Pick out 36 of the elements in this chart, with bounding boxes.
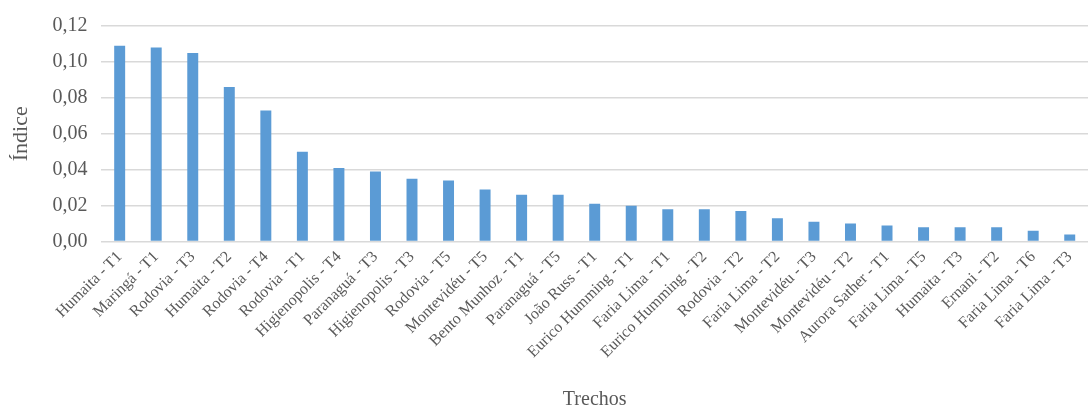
y-tick-label: 0,00 [52, 228, 88, 251]
y-tick-label: 0,08 [52, 85, 88, 108]
bar [808, 221, 820, 241]
bar [1064, 234, 1076, 241]
y-tick-label: 0,04 [52, 156, 88, 179]
bar [625, 205, 637, 241]
bar [662, 209, 674, 241]
bar [114, 45, 126, 241]
bar [150, 47, 162, 241]
bar [296, 151, 308, 241]
x-axis-title: Trechos [562, 387, 627, 410]
bar [881, 225, 893, 241]
bar [845, 223, 856, 241]
bar [406, 178, 418, 241]
y-tick-label: 0,12 [52, 13, 88, 36]
bar [698, 209, 710, 241]
bar [954, 227, 966, 241]
bar [369, 171, 381, 241]
y-tick-label: 0,06 [52, 121, 88, 144]
bar [552, 194, 564, 241]
bar [589, 203, 601, 241]
bar [260, 110, 272, 241]
bar [735, 211, 747, 241]
bar [1027, 230, 1039, 241]
y-tick-label: 0,02 [52, 192, 88, 215]
bar [991, 227, 1003, 241]
y-axis-title: Índice [6, 106, 32, 162]
bar [479, 189, 491, 241]
bar [187, 52, 199, 241]
bar [771, 218, 783, 241]
bar [918, 227, 930, 241]
bar [333, 167, 345, 241]
bar [443, 180, 455, 241]
bar [516, 194, 528, 241]
y-tick-label: 0,10 [52, 49, 88, 72]
bar [223, 87, 235, 241]
